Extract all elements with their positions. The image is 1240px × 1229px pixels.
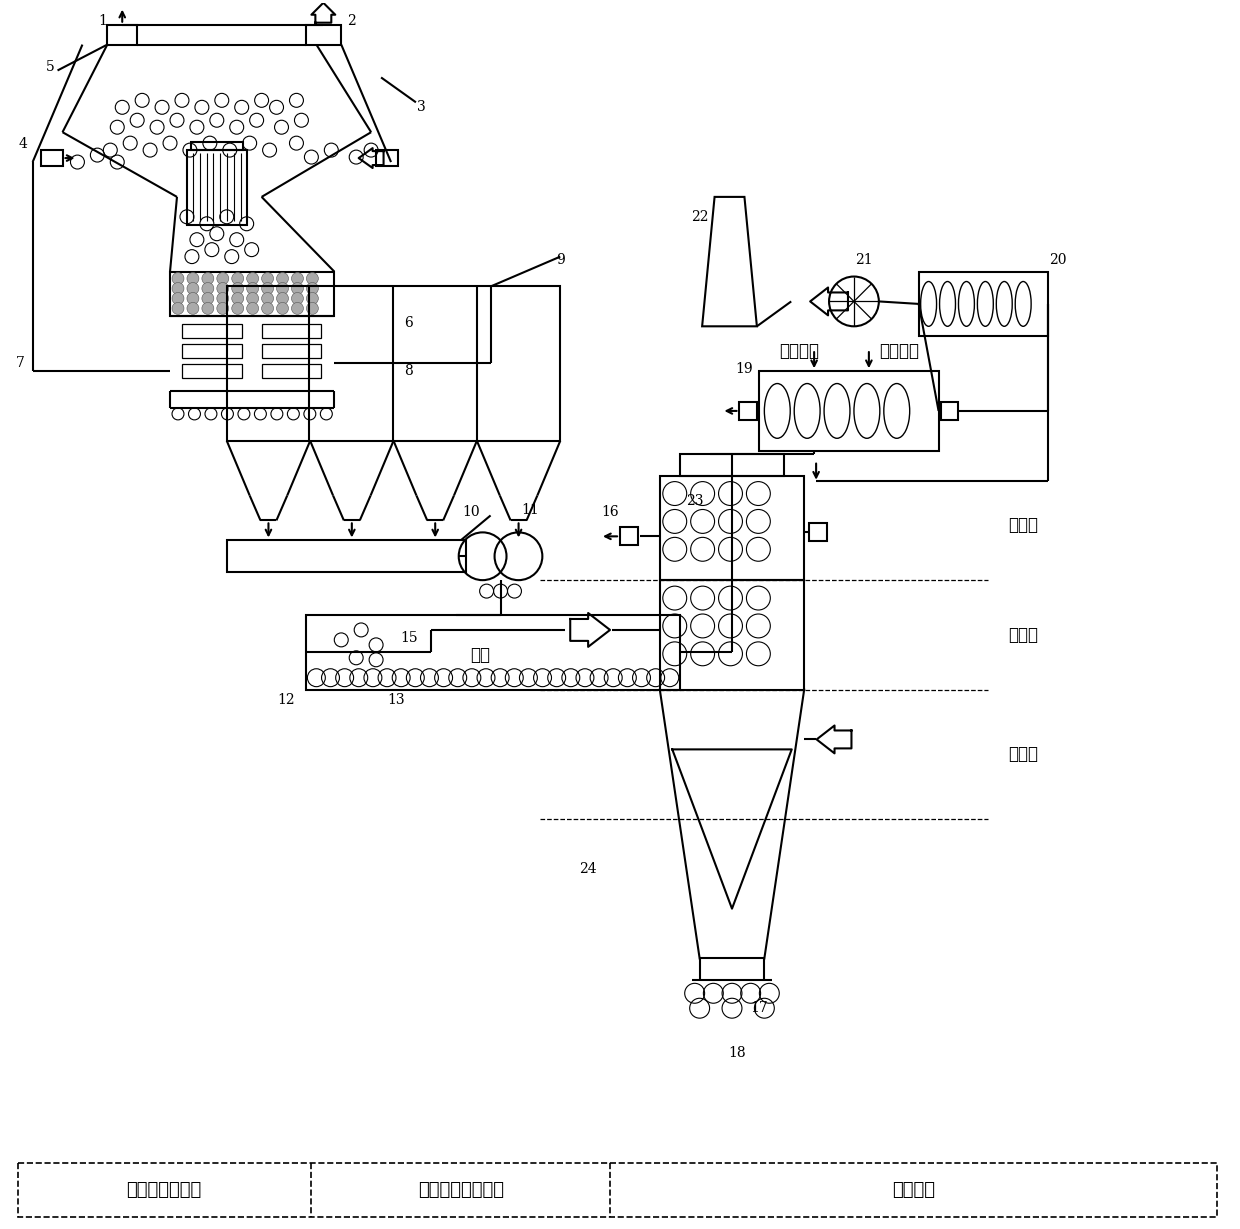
Bar (182, 324, 242, 338)
Text: 10: 10 (461, 505, 480, 520)
Bar (41, 150, 62, 166)
Circle shape (291, 302, 304, 315)
Bar (739, 402, 758, 420)
Bar (759, 371, 939, 451)
Circle shape (262, 293, 274, 305)
Bar (941, 402, 959, 420)
Circle shape (172, 283, 184, 295)
Circle shape (232, 302, 244, 315)
Circle shape (306, 293, 319, 305)
Circle shape (202, 273, 213, 284)
Circle shape (306, 283, 319, 295)
Circle shape (172, 293, 184, 305)
Circle shape (291, 293, 304, 305)
Bar (376, 150, 398, 166)
Bar (182, 364, 242, 379)
Circle shape (247, 283, 259, 295)
Bar (680, 454, 784, 476)
Circle shape (217, 283, 228, 295)
Text: 20: 20 (1049, 253, 1066, 267)
Bar (660, 476, 805, 580)
Text: 8: 8 (404, 364, 413, 379)
Text: 铜渣含碳球团制备: 铜渣含碳球团制备 (418, 1181, 503, 1198)
Circle shape (172, 302, 184, 315)
Text: 5: 5 (46, 60, 55, 75)
Bar (187, 150, 247, 225)
Text: 冷却区: 冷却区 (1008, 745, 1038, 763)
Bar (620, 527, 637, 546)
Circle shape (232, 273, 244, 284)
Text: 17: 17 (750, 1002, 769, 1015)
Text: 预热区: 预热区 (1008, 516, 1038, 535)
Text: 7: 7 (16, 356, 25, 370)
Bar (227, 286, 560, 441)
Circle shape (232, 293, 244, 305)
Circle shape (202, 283, 213, 295)
Bar (306, 25, 341, 44)
Text: 16: 16 (601, 505, 619, 520)
Bar (182, 344, 242, 358)
Circle shape (262, 302, 274, 315)
Circle shape (306, 273, 319, 284)
Text: 22: 22 (691, 210, 708, 224)
Text: 4: 4 (19, 138, 27, 151)
Text: 19: 19 (735, 363, 753, 376)
Circle shape (202, 293, 213, 305)
Circle shape (262, 273, 274, 284)
Bar (919, 272, 1048, 337)
Text: 9: 9 (556, 253, 564, 267)
Bar (660, 580, 805, 689)
Bar (17, 1163, 1218, 1217)
Circle shape (291, 283, 304, 295)
Circle shape (291, 273, 304, 284)
Circle shape (277, 283, 289, 295)
Bar (108, 25, 138, 44)
Bar (191, 143, 243, 150)
Circle shape (187, 302, 198, 315)
Bar (262, 344, 321, 358)
Circle shape (217, 293, 228, 305)
Text: 12: 12 (278, 693, 295, 707)
Circle shape (247, 302, 259, 315)
Text: 13: 13 (387, 693, 404, 707)
Circle shape (217, 273, 228, 284)
Circle shape (232, 283, 244, 295)
Circle shape (306, 302, 319, 315)
Circle shape (277, 302, 289, 315)
Circle shape (202, 302, 213, 315)
Text: 粒化及余热回收: 粒化及余热回收 (126, 1181, 202, 1198)
Text: 23: 23 (686, 494, 703, 508)
Text: 11: 11 (522, 504, 539, 517)
Circle shape (277, 293, 289, 305)
Text: 1: 1 (98, 14, 107, 28)
Text: 还原区: 还原区 (1008, 626, 1038, 644)
Circle shape (217, 302, 228, 315)
Circle shape (187, 273, 198, 284)
Circle shape (277, 273, 289, 284)
Bar (262, 324, 321, 338)
Text: 煤气: 煤气 (471, 645, 491, 664)
Bar (810, 524, 827, 541)
Text: 直接还原: 直接还原 (892, 1181, 935, 1198)
Bar (306, 614, 680, 689)
Circle shape (172, 273, 184, 284)
Bar (227, 541, 466, 573)
Text: 18: 18 (729, 1046, 746, 1059)
Bar (170, 272, 335, 316)
Text: 6: 6 (404, 316, 413, 331)
Text: 3: 3 (417, 101, 425, 114)
Text: 2: 2 (347, 14, 356, 28)
Text: 21: 21 (856, 253, 873, 267)
Text: 15: 15 (401, 630, 418, 645)
Circle shape (247, 273, 259, 284)
Circle shape (187, 283, 198, 295)
Circle shape (262, 283, 274, 295)
Text: 干燥空气: 干燥空气 (779, 342, 820, 360)
Circle shape (187, 293, 198, 305)
Circle shape (247, 293, 259, 305)
Text: 24: 24 (579, 862, 596, 876)
Text: 助燃空气: 助燃空气 (879, 342, 919, 360)
Bar (262, 364, 321, 379)
